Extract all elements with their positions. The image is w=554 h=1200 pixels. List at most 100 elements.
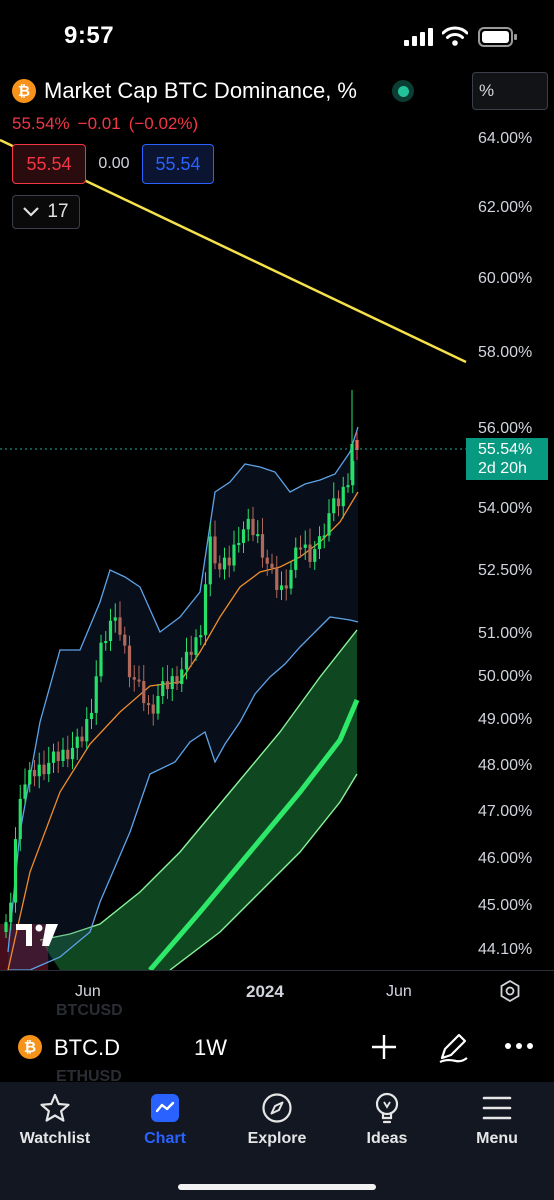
candle-body xyxy=(142,681,145,703)
nav-chart[interactable]: Chart xyxy=(110,1082,220,1162)
wifi-icon xyxy=(442,26,468,46)
price-tick: 44.10% xyxy=(478,941,532,959)
symbol-selector[interactable]: BTC.D xyxy=(54,1035,120,1061)
candle-body xyxy=(194,637,197,655)
candle-body xyxy=(156,696,159,714)
symbol-header[interactable]: ₿ Market Cap BTC Dominance, % xyxy=(12,78,357,104)
nav-menu[interactable]: Menu xyxy=(442,1082,552,1162)
candle-body xyxy=(90,713,93,719)
indicators-toggle[interactable]: 17 xyxy=(12,195,80,229)
nav-explore[interactable]: Explore xyxy=(222,1082,332,1162)
candle-body xyxy=(28,770,31,784)
candle-body xyxy=(147,703,150,705)
candle-body xyxy=(9,903,12,922)
nav-label: Ideas xyxy=(367,1130,408,1148)
time-tick: 2024 xyxy=(246,982,284,1002)
candle-body xyxy=(57,752,60,761)
candle-body xyxy=(318,536,321,549)
candle-body xyxy=(332,498,335,513)
candle-body xyxy=(109,621,112,641)
price-tick: 50.00% xyxy=(478,668,532,686)
candle-body xyxy=(128,646,131,678)
candle-body xyxy=(133,677,136,679)
symbol-title: Market Cap BTC Dominance, % xyxy=(44,78,357,104)
nav-watchlist[interactable]: Watchlist xyxy=(0,1082,110,1162)
indicator-count: 17 xyxy=(47,201,68,223)
star-icon xyxy=(39,1092,71,1124)
candle-body xyxy=(47,763,50,774)
bottom-nav: Watchlist Chart Explore Ideas xyxy=(0,1082,554,1200)
nav-label: Watchlist xyxy=(20,1130,91,1148)
candle-body xyxy=(337,498,340,506)
candle-body xyxy=(99,643,102,677)
candle-body xyxy=(213,536,216,563)
price-tick: 52.50% xyxy=(478,562,532,580)
candle-body xyxy=(199,635,202,637)
spread-value: 0.00 xyxy=(96,155,132,173)
nav-ideas[interactable]: Ideas xyxy=(332,1082,442,1162)
price-tick: 54.00% xyxy=(478,500,532,518)
battery-icon xyxy=(478,27,518,47)
last-price: 55.54% xyxy=(12,114,70,134)
candle-body xyxy=(242,529,245,543)
price-tick: 64.00% xyxy=(478,130,532,148)
candle-body xyxy=(218,563,221,569)
candle-body xyxy=(137,680,140,682)
candle-body xyxy=(294,548,297,570)
candle-body xyxy=(118,617,121,634)
price-tick: 58.00% xyxy=(478,344,532,362)
settings-icon[interactable] xyxy=(498,979,522,1003)
chevron-down-icon xyxy=(23,207,39,217)
candle-body xyxy=(289,570,292,589)
more-icon[interactable] xyxy=(504,1042,534,1050)
candle-body xyxy=(152,705,155,714)
bitcoin-icon: ₿ xyxy=(12,79,36,103)
candle-body xyxy=(166,681,169,689)
drawing-tools-icon[interactable] xyxy=(436,1030,470,1064)
candle-body xyxy=(237,543,240,545)
candle-body xyxy=(85,719,88,741)
lightbulb-icon xyxy=(371,1092,403,1124)
market-status-icon[interactable] xyxy=(392,80,414,102)
candle-body xyxy=(52,752,55,763)
candle-body xyxy=(161,681,164,696)
candle-body xyxy=(104,641,107,643)
price-tick: 62.00% xyxy=(478,199,532,217)
plus-icon[interactable] xyxy=(370,1033,398,1061)
candle-body xyxy=(251,519,254,535)
time-tick: Jun xyxy=(386,983,412,1001)
chart-icon xyxy=(149,1092,181,1124)
candle-body xyxy=(76,737,79,748)
home-indicator xyxy=(178,1184,376,1190)
interval-selector[interactable]: 1W xyxy=(194,1035,227,1061)
candle-body xyxy=(14,839,17,903)
bitcoin-icon: ₿ xyxy=(18,1035,42,1059)
candle-body xyxy=(285,585,288,588)
price-tick: 45.00% xyxy=(478,897,532,915)
unit-selector[interactable]: % xyxy=(472,72,548,110)
price-tick: 47.00% xyxy=(478,803,532,821)
candle-body xyxy=(280,585,283,590)
candle-body xyxy=(204,584,207,635)
candle-body xyxy=(266,558,269,564)
nav-label: Menu xyxy=(476,1130,518,1148)
price-chart[interactable] xyxy=(0,72,554,970)
price-tick: 48.00% xyxy=(478,757,532,775)
sell-button[interactable]: 55.54 xyxy=(12,144,86,184)
buy-button[interactable]: 55.54 xyxy=(142,144,214,184)
candle-body xyxy=(247,519,250,529)
candle-body xyxy=(171,676,174,689)
candle-body xyxy=(66,750,69,759)
candle-body xyxy=(261,534,264,557)
candle-body xyxy=(327,513,330,535)
candle-body xyxy=(232,545,235,566)
time-tick: Jun xyxy=(75,983,101,1001)
status-time: 9:57 xyxy=(64,22,114,50)
price-tick: 51.00% xyxy=(478,625,532,643)
chart-area[interactable]: ₿ Market Cap BTC Dominance, % % 55.54% −… xyxy=(0,72,554,970)
candle-body xyxy=(308,545,311,562)
candle-body xyxy=(342,487,345,506)
price-tick: 46.00% xyxy=(478,850,532,868)
candle-body xyxy=(270,564,273,568)
candle-body xyxy=(23,784,26,798)
